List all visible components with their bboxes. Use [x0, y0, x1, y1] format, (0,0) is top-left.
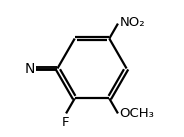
Text: N: N: [24, 62, 35, 75]
Text: NO₂: NO₂: [119, 16, 145, 29]
Text: F: F: [62, 116, 69, 129]
Text: OCH₃: OCH₃: [119, 107, 154, 120]
